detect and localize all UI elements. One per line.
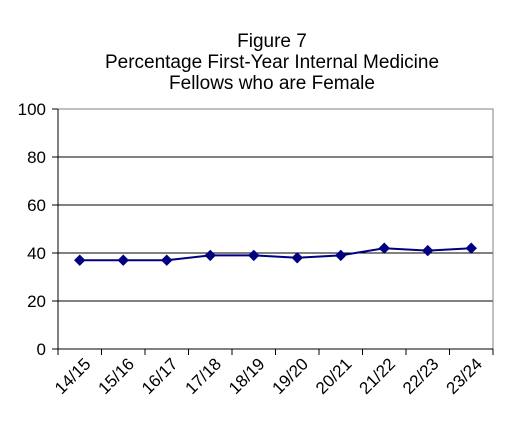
data-point-17-18 bbox=[204, 249, 216, 262]
data-point-23-24 bbox=[465, 242, 477, 254]
y-tick-label: 100 bbox=[18, 100, 46, 119]
chart-title-line-2: Percentage First-Year Internal Medicine bbox=[105, 52, 439, 73]
data-point-20-21 bbox=[335, 249, 347, 262]
x-tick-label: 20/21 bbox=[312, 354, 356, 398]
x-tick-labels: 14/15 15/16 16/17 17/18 18/19 19/20 20/21 21/22… bbox=[51, 354, 486, 398]
y-tick-label: 20 bbox=[27, 292, 46, 311]
chart-title: Figure 7 Percentage First-Year Internal … bbox=[105, 31, 439, 94]
series bbox=[74, 242, 477, 266]
gridlines bbox=[58, 108, 493, 302]
x-tick-label: 15/16 bbox=[95, 354, 139, 398]
data-point-18-19 bbox=[248, 249, 260, 262]
x-tick-label: 22/23 bbox=[399, 354, 443, 398]
y-tick-labels: 0 20 40 60 80 100 bbox=[18, 100, 46, 359]
plot-area-border bbox=[57, 108, 494, 350]
x-tick-label: 18/19 bbox=[225, 354, 269, 398]
series-line bbox=[79, 247, 472, 262]
y-tick-label: 0 bbox=[37, 340, 46, 359]
x-tick-label: 16/17 bbox=[138, 354, 182, 398]
x-tick-label: 21/22 bbox=[356, 354, 400, 398]
y-tick-label: 40 bbox=[27, 244, 46, 263]
data-point-22-23 bbox=[422, 244, 434, 257]
axes bbox=[52, 108, 494, 355]
x-tick-label: 14/15 bbox=[51, 354, 95, 398]
data-point-21-22 bbox=[378, 242, 390, 254]
data-point-15-16 bbox=[117, 254, 129, 266]
x-tick-label: 19/20 bbox=[269, 354, 313, 398]
chart-title-line-3: Fellows who are Female bbox=[169, 73, 375, 94]
data-point-14-15 bbox=[74, 254, 86, 266]
data-point-19-20 bbox=[291, 252, 303, 264]
y-tick-label: 80 bbox=[27, 148, 46, 167]
x-tick-label: 17/18 bbox=[182, 354, 226, 398]
chart-title-line-1: Figure 7 bbox=[237, 31, 307, 52]
y-tick-label: 60 bbox=[27, 196, 46, 215]
x-tick-label: 23/24 bbox=[443, 354, 487, 398]
data-point-16-17 bbox=[161, 254, 173, 266]
